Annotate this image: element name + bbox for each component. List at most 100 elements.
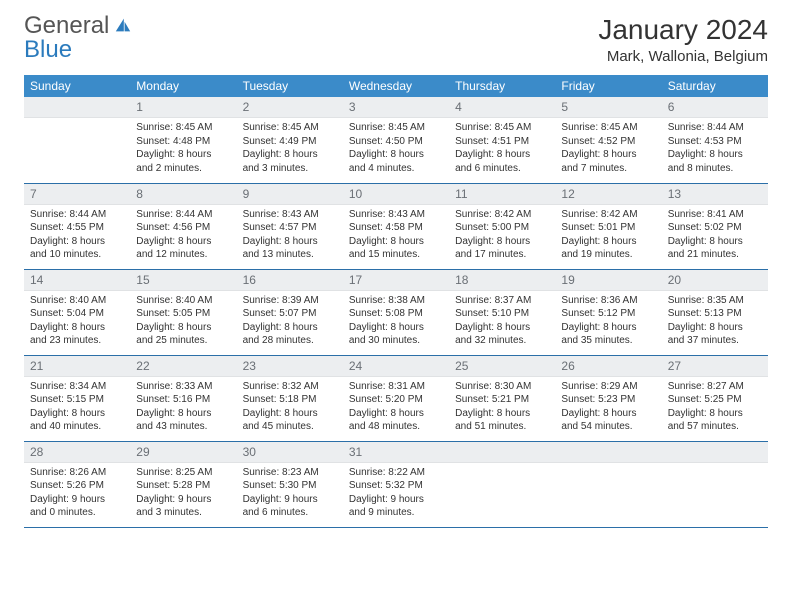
daylight-text: Daylight: 9 hours and 3 minutes. (136, 493, 230, 520)
daylight-text: Daylight: 8 hours and 10 minutes. (30, 235, 124, 262)
sunrise-text: Sunrise: 8:38 AM (349, 294, 443, 308)
sunrise-text: Sunrise: 8:35 AM (668, 294, 762, 308)
daylight-text: Daylight: 8 hours and 15 minutes. (349, 235, 443, 262)
daylight-text: Daylight: 8 hours and 4 minutes. (349, 148, 443, 175)
day-cell: 4Sunrise: 8:45 AMSunset: 4:51 PMDaylight… (449, 97, 555, 183)
sunset-text: Sunset: 5:20 PM (349, 393, 443, 407)
col-tuesday: Tuesday (237, 75, 343, 97)
sunset-text: Sunset: 5:26 PM (30, 479, 124, 493)
day-number: 18 (449, 270, 555, 291)
daylight-text: Daylight: 8 hours and 37 minutes. (668, 321, 762, 348)
daylight-text: Daylight: 8 hours and 48 minutes. (349, 407, 443, 434)
day-cell: 7Sunrise: 8:44 AMSunset: 4:55 PMDaylight… (24, 183, 130, 269)
day-cell: 3Sunrise: 8:45 AMSunset: 4:50 PMDaylight… (343, 97, 449, 183)
sunrise-text: Sunrise: 8:26 AM (30, 466, 124, 480)
sunrise-text: Sunrise: 8:37 AM (455, 294, 549, 308)
day-number: 9 (237, 184, 343, 205)
day-cell: 8Sunrise: 8:44 AMSunset: 4:56 PMDaylight… (130, 183, 236, 269)
day-content: Sunrise: 8:31 AMSunset: 5:20 PMDaylight:… (343, 377, 449, 438)
day-content: Sunrise: 8:45 AMSunset: 4:51 PMDaylight:… (449, 118, 555, 179)
daylight-text: Daylight: 8 hours and 17 minutes. (455, 235, 549, 262)
daylight-text: Daylight: 8 hours and 21 minutes. (668, 235, 762, 262)
col-friday: Friday (555, 75, 661, 97)
page-title: January 2024 (598, 14, 768, 46)
logo-text-general: General (24, 12, 109, 39)
day-number: 24 (343, 356, 449, 377)
day-content: Sunrise: 8:45 AMSunset: 4:49 PMDaylight:… (237, 118, 343, 179)
day-content: Sunrise: 8:26 AMSunset: 5:26 PMDaylight:… (24, 463, 130, 524)
day-cell: 21Sunrise: 8:34 AMSunset: 5:15 PMDayligh… (24, 355, 130, 441)
day-content: Sunrise: 8:37 AMSunset: 5:10 PMDaylight:… (449, 291, 555, 352)
day-cell: 13Sunrise: 8:41 AMSunset: 5:02 PMDayligh… (662, 183, 768, 269)
sunset-text: Sunset: 4:55 PM (30, 221, 124, 235)
week-row: 14Sunrise: 8:40 AMSunset: 5:04 PMDayligh… (24, 269, 768, 355)
daylight-text: Daylight: 8 hours and 7 minutes. (561, 148, 655, 175)
day-content: Sunrise: 8:40 AMSunset: 5:04 PMDaylight:… (24, 291, 130, 352)
sunrise-text: Sunrise: 8:23 AM (243, 466, 337, 480)
day-content (24, 118, 130, 125)
sunset-text: Sunset: 5:23 PM (561, 393, 655, 407)
sunset-text: Sunset: 5:28 PM (136, 479, 230, 493)
day-content: Sunrise: 8:42 AMSunset: 5:01 PMDaylight:… (555, 205, 661, 266)
sunrise-text: Sunrise: 8:44 AM (30, 208, 124, 222)
day-content: Sunrise: 8:25 AMSunset: 5:28 PMDaylight:… (130, 463, 236, 524)
sunset-text: Sunset: 5:30 PM (243, 479, 337, 493)
day-number (449, 442, 555, 463)
day-content: Sunrise: 8:23 AMSunset: 5:30 PMDaylight:… (237, 463, 343, 524)
sunset-text: Sunset: 4:49 PM (243, 135, 337, 149)
sunset-text: Sunset: 5:25 PM (668, 393, 762, 407)
day-cell: 31Sunrise: 8:22 AMSunset: 5:32 PMDayligh… (343, 441, 449, 527)
day-content: Sunrise: 8:44 AMSunset: 4:56 PMDaylight:… (130, 205, 236, 266)
sunrise-text: Sunrise: 8:33 AM (136, 380, 230, 394)
daylight-text: Daylight: 9 hours and 6 minutes. (243, 493, 337, 520)
day-number: 11 (449, 184, 555, 205)
day-number: 4 (449, 97, 555, 118)
day-number: 1 (130, 97, 236, 118)
day-number: 26 (555, 356, 661, 377)
day-number: 2 (237, 97, 343, 118)
title-block: January 2024 Mark, Wallonia, Belgium (598, 14, 768, 65)
sunset-text: Sunset: 5:07 PM (243, 307, 337, 321)
day-content: Sunrise: 8:33 AMSunset: 5:16 PMDaylight:… (130, 377, 236, 438)
day-cell: 1Sunrise: 8:45 AMSunset: 4:48 PMDaylight… (130, 97, 236, 183)
day-number: 17 (343, 270, 449, 291)
sunrise-text: Sunrise: 8:30 AM (455, 380, 549, 394)
day-number: 16 (237, 270, 343, 291)
day-content: Sunrise: 8:32 AMSunset: 5:18 PMDaylight:… (237, 377, 343, 438)
day-number (555, 442, 661, 463)
sunrise-text: Sunrise: 8:39 AM (243, 294, 337, 308)
day-content: Sunrise: 8:45 AMSunset: 4:52 PMDaylight:… (555, 118, 661, 179)
sunrise-text: Sunrise: 8:34 AM (30, 380, 124, 394)
day-content: Sunrise: 8:44 AMSunset: 4:53 PMDaylight:… (662, 118, 768, 179)
day-cell: 28Sunrise: 8:26 AMSunset: 5:26 PMDayligh… (24, 441, 130, 527)
daylight-text: Daylight: 8 hours and 30 minutes. (349, 321, 443, 348)
sunset-text: Sunset: 4:58 PM (349, 221, 443, 235)
daylight-text: Daylight: 8 hours and 2 minutes. (136, 148, 230, 175)
sunset-text: Sunset: 5:16 PM (136, 393, 230, 407)
daylight-text: Daylight: 8 hours and 54 minutes. (561, 407, 655, 434)
sunrise-text: Sunrise: 8:43 AM (349, 208, 443, 222)
day-number: 20 (662, 270, 768, 291)
day-cell: 9Sunrise: 8:43 AMSunset: 4:57 PMDaylight… (237, 183, 343, 269)
sunrise-text: Sunrise: 8:36 AM (561, 294, 655, 308)
day-number: 14 (24, 270, 130, 291)
day-number: 31 (343, 442, 449, 463)
day-content: Sunrise: 8:30 AMSunset: 5:21 PMDaylight:… (449, 377, 555, 438)
day-number: 15 (130, 270, 236, 291)
sunrise-text: Sunrise: 8:40 AM (30, 294, 124, 308)
week-row: 7Sunrise: 8:44 AMSunset: 4:55 PMDaylight… (24, 183, 768, 269)
day-content: Sunrise: 8:35 AMSunset: 5:13 PMDaylight:… (662, 291, 768, 352)
day-cell: 19Sunrise: 8:36 AMSunset: 5:12 PMDayligh… (555, 269, 661, 355)
sunset-text: Sunset: 4:53 PM (668, 135, 762, 149)
day-cell: 17Sunrise: 8:38 AMSunset: 5:08 PMDayligh… (343, 269, 449, 355)
day-cell: 27Sunrise: 8:27 AMSunset: 5:25 PMDayligh… (662, 355, 768, 441)
day-content (449, 463, 555, 470)
daylight-text: Daylight: 8 hours and 23 minutes. (30, 321, 124, 348)
day-cell: 25Sunrise: 8:30 AMSunset: 5:21 PMDayligh… (449, 355, 555, 441)
day-number: 5 (555, 97, 661, 118)
day-content (662, 463, 768, 470)
day-content: Sunrise: 8:36 AMSunset: 5:12 PMDaylight:… (555, 291, 661, 352)
day-content: Sunrise: 8:27 AMSunset: 5:25 PMDaylight:… (662, 377, 768, 438)
daylight-text: Daylight: 8 hours and 28 minutes. (243, 321, 337, 348)
day-cell: 26Sunrise: 8:29 AMSunset: 5:23 PMDayligh… (555, 355, 661, 441)
